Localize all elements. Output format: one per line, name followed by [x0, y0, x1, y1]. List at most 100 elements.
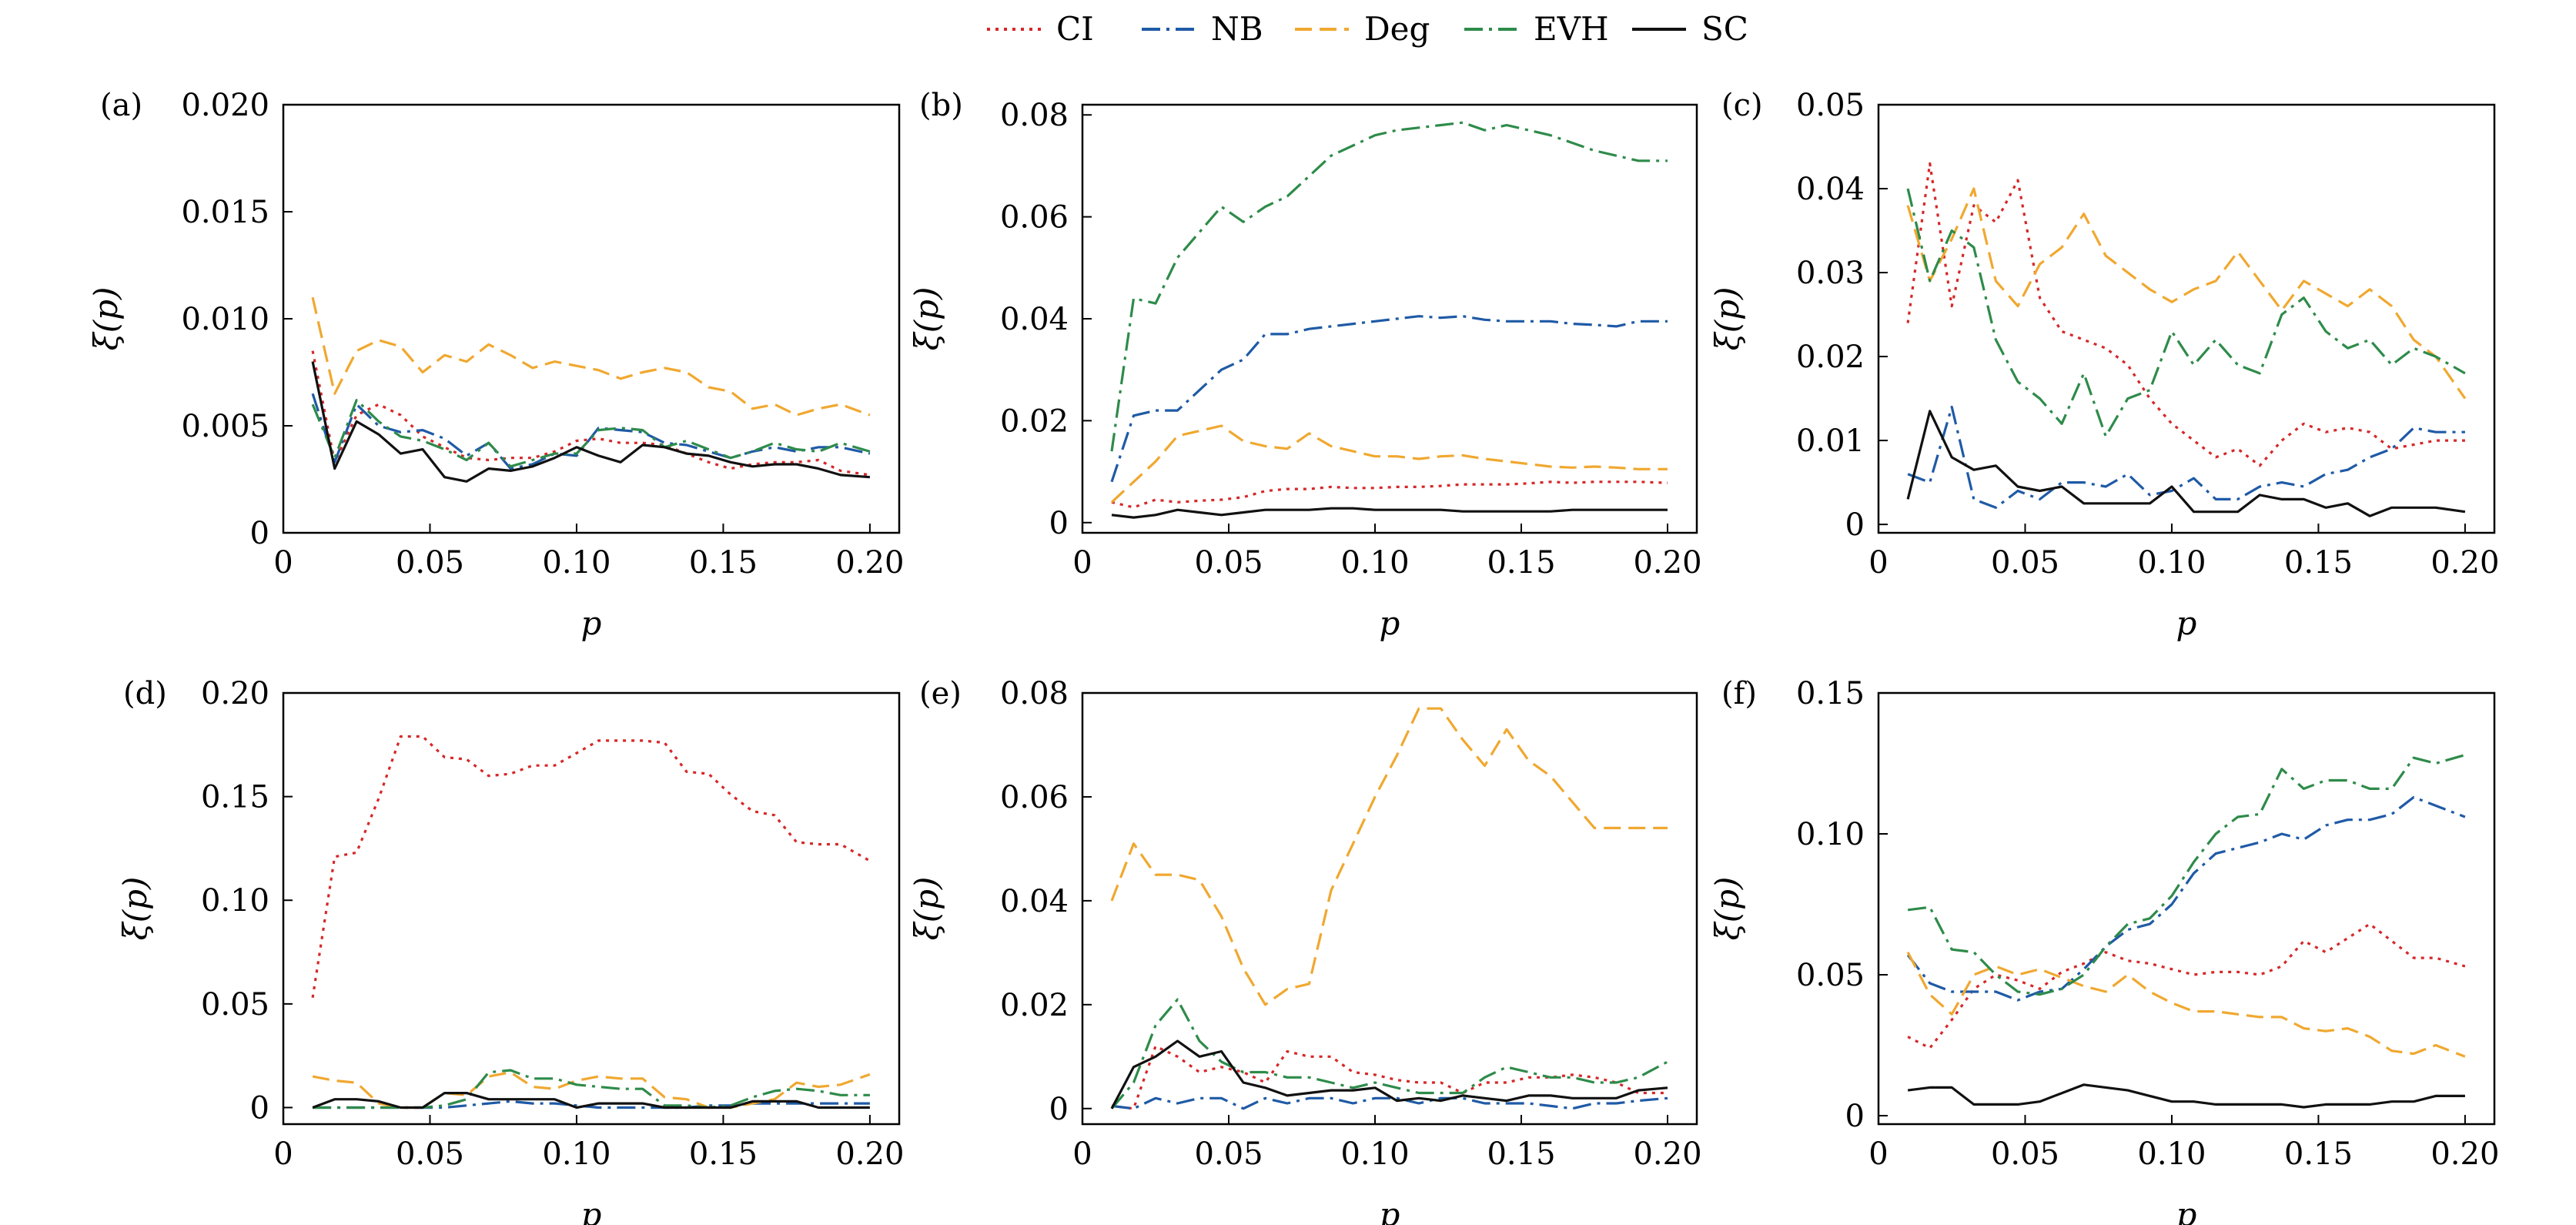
- panel-f-ytick-label: 0.05: [1796, 958, 1865, 993]
- panel-b-line-ci: [1111, 480, 1668, 509]
- panel-e-ylabel: ξ(p): [908, 877, 945, 941]
- panel-f-line-sc: [1907, 1083, 2465, 1109]
- panel-d-ytick-label: 0.20: [201, 676, 269, 711]
- panel-a-xtick-label: 0.10: [542, 545, 611, 581]
- panel-e-xtick-label: 0.15: [1487, 1136, 1555, 1172]
- panel-e-label: (e): [919, 676, 962, 711]
- panel-c-line-deg: [1906, 187, 2467, 400]
- panel-a-ytick-label: 0.005: [181, 409, 269, 444]
- panel-c-frame: [1877, 103, 2496, 534]
- legend-label-nb: NB: [1211, 10, 1263, 48]
- panel-e-frame: [1081, 691, 1698, 1126]
- panel-c-ytick-label: 0: [1845, 507, 1865, 543]
- panel-d: 0 0.05 0.10 0.15 0.20 0 0.05 0.10 0.15 0.20 (d) p ξ(…: [116, 676, 904, 1225]
- panel-d-series: [311, 735, 871, 1110]
- panel-f-xtick-label: 0.20: [2430, 1136, 2499, 1172]
- panel-e-line-sc: [1110, 1039, 1668, 1110]
- panel-e-xtick-label: 0.10: [1340, 1136, 1409, 1172]
- panel-b: 0 0.05 0.10 0.15 0.20 0 0.02 0.04 0.06 0.08 (b) p ξ(…: [908, 88, 1702, 642]
- panel-f-xtick-label: 0.05: [1991, 1136, 2059, 1172]
- panel-a-line-ci: [311, 350, 871, 477]
- panel-c-label: (c): [1721, 88, 1763, 123]
- panel-e-series: [1110, 707, 1668, 1110]
- panel-c-line-sc: [1906, 410, 2466, 517]
- panel-c-xtick-label: 0.10: [2137, 545, 2206, 581]
- legend-label-evh: EVH: [1534, 10, 1609, 48]
- panel-b-line-sc: [1111, 507, 1668, 519]
- panel-e: 0 0.05 0.10 0.15 0.20 0 0.02 0.04 0.06 0.08 (e) p ξ(…: [908, 676, 1702, 1225]
- legend-entry-nb: NB: [1142, 10, 1263, 48]
- legend-label-deg: Deg: [1364, 10, 1430, 48]
- panel-b-xtick-label: 0.20: [1633, 545, 1701, 581]
- panel-b-ylabel: ξ(p): [908, 287, 945, 351]
- panel-d-line-sc: [312, 1091, 870, 1110]
- panel-b-frame: [1081, 103, 1698, 534]
- panel-f-line-deg: [1906, 951, 2466, 1058]
- panel-b-xtick-label: 0.05: [1194, 545, 1263, 581]
- panel-e-line-evh: [1110, 998, 1668, 1110]
- panel-a-xlabel: p: [581, 604, 602, 642]
- panel-b-series: [1110, 121, 1668, 519]
- panel-b-xtick-label: 0: [1072, 545, 1092, 581]
- panel-c-line-nb: [1907, 405, 2465, 509]
- panel-c-line-evh: [1906, 188, 2466, 438]
- panel-c-xtick-label: 0.15: [2284, 545, 2353, 581]
- panel-a-xtick-label: 0: [273, 545, 293, 581]
- panel-f: 0 0.05 0.10 0.15 0.20 0 0.05 0.10 0.15 (f) p ξ(p): [1708, 676, 2499, 1225]
- panel-c-xtick-label: 0.20: [2430, 545, 2499, 581]
- panel-c-line-ci: [1906, 162, 2465, 467]
- panel-b-line-deg: [1110, 424, 1668, 504]
- panel-d-xtick-label: 0.10: [542, 1136, 611, 1172]
- panel-f-frame: [1877, 691, 2496, 1126]
- panel-f-ytick-label: 0.15: [1796, 676, 1865, 711]
- panel-e-xtick-label: 0.05: [1194, 1136, 1263, 1172]
- panel-c-ytick-label: 0.04: [1796, 172, 1865, 207]
- panel-b-line-evh: [1110, 121, 1668, 452]
- panel-e-ytick-label: 0.04: [1000, 884, 1069, 919]
- panel-e-ytick-label: 0.06: [1000, 780, 1069, 815]
- panel-e-ytick-label: 0.08: [1000, 676, 1069, 711]
- panel-b-line-nb: [1110, 315, 1668, 483]
- panel-f-series: [1906, 753, 2466, 1109]
- panel-b-xlabel: p: [1380, 604, 1400, 642]
- legend-label-ci: CI: [1056, 10, 1094, 48]
- panel-c-xtick-label: 0.05: [1991, 545, 2059, 581]
- panel-d-frame: [282, 691, 901, 1126]
- panel-f-line-nb: [1906, 795, 2466, 1002]
- panel-b-ytick-label: 0.08: [1000, 98, 1069, 133]
- panel-a-xtick-label: 0.20: [835, 545, 904, 581]
- panel-f-xtick-label: 0.10: [2137, 1136, 2206, 1172]
- legend-entry-sc: SC: [1632, 10, 1748, 48]
- legend-entry-deg: Deg: [1295, 10, 1430, 48]
- panel-e-line-nb: [1111, 1096, 1668, 1110]
- panel-b-ytick-label: 0.04: [1000, 302, 1069, 337]
- panel-d-xtick-label: 0: [273, 1136, 293, 1172]
- panel-a-xtick-label: 0.05: [396, 545, 464, 581]
- panel-c-xlabel: p: [2176, 604, 2197, 642]
- panel-d-line-ci: [311, 735, 871, 999]
- panel-d-ytick-label: 0: [250, 1090, 269, 1126]
- panel-d-ytick-label: 0.10: [201, 883, 269, 919]
- panel-c-series: [1906, 162, 2467, 517]
- panel-c-ytick-label: 0.02: [1796, 340, 1865, 375]
- panel-a-frame: [282, 103, 901, 534]
- legend-entry-evh: EVH: [1464, 10, 1609, 48]
- panel-a-line-sc: [311, 361, 871, 483]
- panel-d-label: (d): [123, 676, 167, 711]
- panel-a-ytick-label: 0: [250, 516, 269, 551]
- panel-d-ylabel: ξ(p): [116, 877, 154, 941]
- panel-b-ytick-label: 0.06: [1000, 200, 1069, 236]
- panel-a-ylabel: ξ(p): [87, 287, 125, 351]
- panel-a-ytick-label: 0.010: [181, 302, 269, 337]
- panel-c-ylabel: ξ(p): [1708, 287, 1746, 351]
- panel-f-ylabel: ξ(p): [1708, 877, 1746, 941]
- panel-a-line-deg: [311, 296, 871, 417]
- panel-f-label: (f): [1721, 676, 1757, 711]
- panel-c-ytick-label: 0.03: [1796, 256, 1865, 291]
- panel-e-xtick-label: 0: [1072, 1136, 1092, 1172]
- panel-d-ytick-label: 0.15: [201, 780, 269, 815]
- panel-f-line-ci: [1907, 922, 2466, 1049]
- panel-b-label: (b): [919, 88, 963, 123]
- panel-c-xtick-label: 0: [1868, 545, 1888, 581]
